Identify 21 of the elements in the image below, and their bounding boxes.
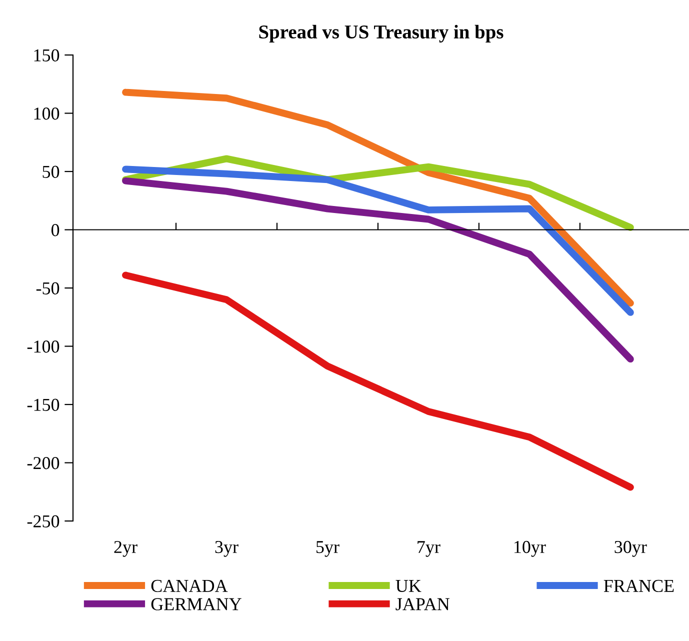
y-tick-label: 0 bbox=[51, 224, 60, 236]
y-tick-label: 100 bbox=[34, 108, 60, 120]
x-tick-label: 3yr bbox=[215, 540, 238, 557]
y-tick-label: -200 bbox=[27, 457, 60, 470]
y-tick-label: -100 bbox=[27, 340, 60, 353]
legend-label: GERMANY bbox=[151, 598, 242, 610]
legend-label: JAPAN bbox=[396, 598, 450, 610]
y-tick-label: -250 bbox=[27, 515, 60, 528]
y-tick-label: 50 bbox=[42, 166, 60, 178]
legend-label: FRANCE bbox=[604, 580, 674, 592]
x-tick-label: 30yr bbox=[614, 540, 647, 557]
x-tick-label: 10yr bbox=[514, 540, 546, 557]
x-tick-label: 5yr bbox=[316, 541, 340, 557]
legend-label: CANADA bbox=[151, 580, 228, 592]
x-tick-label: 7yr bbox=[418, 541, 440, 557]
legend-label: UK bbox=[396, 580, 422, 592]
y-tick-label: -50 bbox=[36, 282, 60, 294]
x-tick-label: 2yr bbox=[114, 540, 138, 557]
y-tick-label: 150 bbox=[34, 49, 60, 62]
chart-title: Spread vs US Treasury in bps bbox=[259, 24, 504, 43]
y-tick-label: -150 bbox=[27, 398, 60, 411]
